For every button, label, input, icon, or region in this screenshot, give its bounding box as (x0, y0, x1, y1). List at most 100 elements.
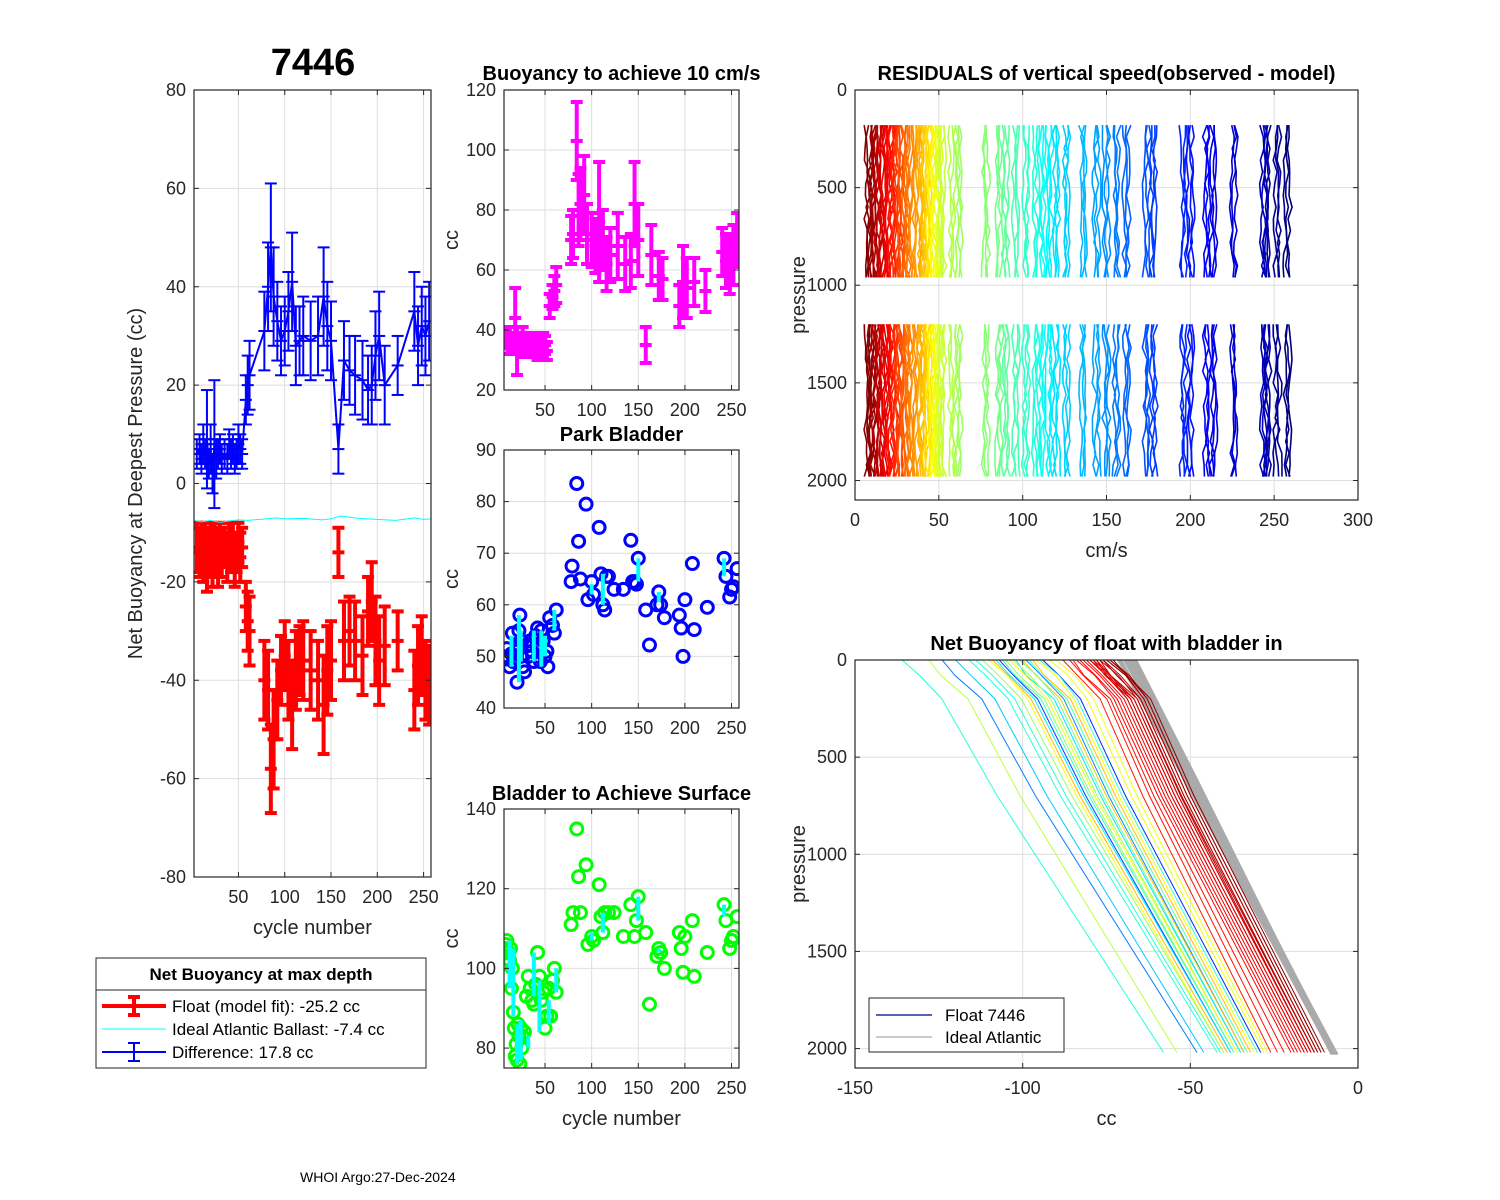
float-profile (1035, 660, 1255, 1053)
x-tick-label: 100 (270, 887, 300, 907)
y-axis-label: Net Buoyancy at Deepest Pressure (cc) (125, 308, 147, 659)
axes-title: RESIDUALS of vertical speed(observed - m… (878, 63, 1336, 85)
y-axis-label: cc (441, 569, 463, 589)
axes-frame (503, 808, 740, 1069)
difference-errorbar (378, 344, 391, 426)
residual-profile (1101, 125, 1108, 278)
float-profile (982, 660, 1225, 1053)
axes-title: Bladder to Achieve Surface (492, 783, 751, 805)
y-tick-label: 2000 (807, 470, 847, 490)
residual-profile (1012, 324, 1020, 477)
x-tick-label: 150 (1091, 510, 1121, 530)
data-point (572, 905, 588, 921)
residual-profile (1051, 124, 1058, 278)
net-buoyancy-legend: Net Buoyancy at max depth Float (model fi… (95, 957, 427, 1069)
residual-profile (1189, 324, 1196, 477)
residual-profile (1016, 324, 1022, 477)
float-profile (1018, 660, 1242, 1053)
data-point (699, 599, 715, 615)
residual-profile (1212, 324, 1219, 477)
y-tick-label: 100 (466, 958, 496, 978)
residual-profile (1185, 125, 1192, 278)
x-tick-label: 250 (717, 1078, 747, 1098)
residual-profile (1039, 125, 1047, 278)
buoyancy-10cms-errorbar (611, 211, 624, 281)
residual-profile (923, 324, 930, 477)
residual-profile (1210, 324, 1217, 477)
data-point (615, 581, 631, 597)
buoyancy-10cms-errorbar (656, 256, 669, 302)
float-profile (1005, 660, 1235, 1053)
residual-profile (1050, 324, 1058, 477)
float-profile (901, 660, 1164, 1053)
residual-profile (949, 125, 955, 278)
residual-profile (889, 324, 897, 477)
float-profile (1072, 660, 1285, 1053)
float-model-fit-errorbar (304, 629, 317, 712)
residual-profile (1185, 324, 1192, 477)
residual-profile (1079, 124, 1087, 278)
y-tick-label: 1500 (807, 941, 847, 961)
legend-entry-label: Ideal Atlantic (945, 1028, 1042, 1047)
x-tick-label: 50 (228, 887, 248, 907)
y-tick-label: -80 (160, 867, 186, 887)
x-tick-label: 150 (623, 1078, 653, 1098)
difference-errorbar (241, 354, 254, 416)
residual-profile (1031, 125, 1038, 278)
net-buoyancy-deepest-axes: 50 100 150 200 250 -80 -60 -40 -20 0 20 40 60 80 cycle… (125, 80, 439, 939)
difference-errorbar (373, 290, 386, 382)
residual-profile (1230, 124, 1238, 278)
plot-marks (194, 182, 431, 816)
residual-profile (1032, 125, 1040, 278)
residual-profile (1115, 124, 1122, 278)
y-tick-label: -60 (160, 769, 186, 789)
data-point (686, 968, 702, 984)
residual-profile (1048, 324, 1055, 477)
y-tick-label: 20 (476, 380, 496, 400)
x-tick-label: 150 (316, 887, 346, 907)
residual-profile (1025, 324, 1032, 477)
residual-profile (1044, 324, 1051, 477)
float-profile (1008, 660, 1238, 1053)
residual-profile (1152, 125, 1159, 278)
residual-profile (908, 324, 915, 477)
data-point (699, 944, 715, 960)
data-point (606, 905, 622, 921)
ideal-atlantic-ballast-line (194, 515, 431, 523)
residual-profile (1002, 324, 1010, 477)
buoyancy-10cms-errorbar (540, 340, 553, 362)
residual-profile (1115, 324, 1122, 477)
y-tick-label: 140 (466, 799, 496, 819)
float-profile (1089, 660, 1305, 1053)
residual-profile (1180, 324, 1187, 477)
residual-profile (1000, 324, 1007, 477)
y-tick-label: 40 (476, 320, 496, 340)
residual-profile (1123, 125, 1129, 278)
buoyancy-10cms-errorbar (645, 223, 658, 287)
y-tick-label: 1000 (807, 275, 847, 295)
float-profile (1055, 660, 1268, 1053)
net-buoyancy-bladder-in-axes: -150 -100 -50 0 0 500 1000 1500 2000 Net Buoyancy… (788, 633, 1363, 1130)
residual-profile (1052, 324, 1060, 477)
residual-profile (1274, 324, 1281, 477)
y-tick-label: 60 (476, 595, 496, 615)
x-tick-label: 250 (409, 887, 439, 907)
residual-profile (1033, 324, 1040, 477)
data-point (564, 558, 580, 574)
buoyancy-10cms-errorbar (699, 268, 712, 314)
float-model-fit-errorbar (325, 619, 338, 702)
float-profile (1106, 660, 1319, 1053)
plot-area (504, 809, 739, 1068)
residual-profile (1004, 125, 1011, 278)
residual-profile (1201, 324, 1209, 477)
residual-profile (872, 324, 878, 477)
legend-entry-label: Difference: 17.8 cc (172, 1043, 314, 1062)
data-point (571, 869, 587, 885)
residual-profile (1063, 125, 1070, 278)
data-point (563, 574, 579, 590)
residual-profile (887, 124, 894, 278)
residual-profile (1048, 125, 1055, 278)
residual-profile (918, 124, 926, 278)
y-axis-label: cc (441, 230, 463, 250)
x-tick-label: 0 (1353, 1078, 1363, 1098)
